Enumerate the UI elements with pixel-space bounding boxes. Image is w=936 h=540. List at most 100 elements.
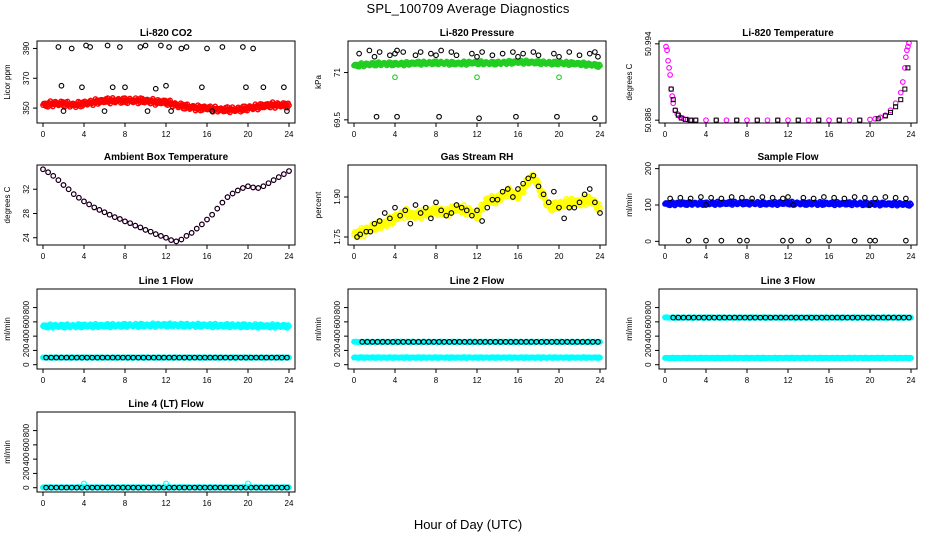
data-point [846, 117, 853, 123]
data-point [882, 194, 889, 200]
data-point [147, 228, 154, 235]
y-tick-label: 370 [22, 71, 31, 85]
y-tick-label: 800 [644, 300, 653, 314]
panel-title: Li-820 CO2 [140, 28, 193, 39]
data-point [275, 174, 282, 180]
data-point [122, 218, 128, 225]
data-band [665, 357, 911, 359]
data-point [68, 45, 75, 52]
data-point [670, 97, 676, 103]
x-tick-label: 20 [555, 376, 564, 385]
x-tick-label: 12 [162, 252, 171, 261]
data-point [183, 44, 190, 50]
data-point [428, 215, 434, 222]
x-tick-label: 8 [745, 252, 750, 261]
y-tick-label: 800 [22, 300, 31, 314]
y-tick-label: 400 [22, 452, 31, 466]
data-point [816, 117, 822, 123]
x-tick-label: 16 [203, 252, 212, 261]
plot-area [351, 171, 603, 240]
data-point [55, 44, 62, 50]
x-tick-label: 24 [285, 130, 294, 139]
x-tick-label: 24 [285, 499, 294, 508]
y-tick-label: 1.75 [333, 229, 342, 245]
panel-title: Ambient Box Temperature [104, 152, 229, 163]
data-point [759, 194, 766, 200]
data-point [214, 205, 221, 212]
y-axis-label: degrees C [3, 186, 12, 223]
data-point [664, 47, 670, 54]
panel-title: Line 2 Flow [450, 276, 505, 287]
data-point [665, 57, 671, 64]
data-point [65, 186, 72, 193]
data-point [284, 354, 290, 361]
data-point [81, 198, 87, 205]
data-point [510, 49, 516, 55]
data-point [862, 194, 868, 201]
data-point [60, 182, 67, 188]
data-point [906, 314, 912, 321]
x-tick-label: 8 [123, 130, 128, 139]
data-point [152, 231, 159, 237]
data-point [433, 199, 439, 206]
data-point [469, 212, 475, 219]
data-point [805, 117, 812, 123]
y-tick-label: 0 [22, 362, 31, 367]
data-point [788, 237, 794, 244]
y-tick-label: 200 [333, 343, 342, 357]
x-tick-label: 24 [596, 252, 605, 261]
y-axis-label: ml/min [625, 193, 634, 217]
data-point [260, 84, 267, 91]
data-point [104, 42, 111, 49]
data-point [494, 196, 501, 203]
data-point [703, 117, 709, 123]
data-point [800, 194, 807, 201]
data-point [576, 52, 583, 59]
data-point [193, 225, 200, 232]
data-point [229, 190, 236, 197]
x-tick-label: 24 [285, 252, 294, 261]
panel-8: Line 3 Flow ml/min 0 4 8 12 16 20 24 0 20040060080… [625, 276, 918, 385]
data-point [245, 480, 251, 487]
data-point [703, 237, 709, 244]
x-tick-label: 16 [203, 130, 212, 139]
data-point [476, 115, 482, 122]
y-axis-label: ml/min [625, 317, 634, 341]
data-point [872, 237, 878, 244]
data-band [354, 60, 600, 68]
data-point [554, 113, 560, 120]
y-tick-label: 350 [22, 101, 31, 115]
x-tick-label: 0 [41, 499, 46, 508]
data-point [718, 195, 725, 202]
y-axis-label: Licor ppm [3, 64, 12, 99]
y-axis-label: ml/min [3, 317, 12, 341]
data-point [831, 194, 837, 201]
x-tick-label: 20 [555, 252, 564, 261]
data-point [903, 54, 909, 61]
data-point [101, 209, 108, 216]
x-tick-label: 16 [514, 376, 523, 385]
data-point [898, 97, 904, 103]
plot-area [662, 314, 914, 362]
data-point [122, 84, 128, 91]
panel-4: Gas Stream RH percent 0 4 8 12 16 20 24 1.75 1.90 [314, 152, 607, 261]
data-point [556, 53, 562, 60]
data-point [142, 42, 149, 49]
data-point [394, 113, 400, 120]
data-point [127, 220, 133, 227]
data-point [540, 191, 547, 198]
data-point [356, 50, 362, 57]
data-point [688, 117, 694, 123]
data-point [204, 216, 210, 223]
panel-title: Line 4 (LT) Flow [128, 399, 204, 410]
data-point [556, 204, 562, 211]
data-point [888, 109, 893, 115]
data-point [255, 185, 262, 191]
x-tick-label: 12 [784, 130, 793, 139]
x-tick-label: 16 [514, 252, 523, 261]
data-point [790, 202, 796, 208]
panel-0: Li-820 CO2 Licor ppm 0 4 8 12 16 20 24 350 370 390 [3, 28, 296, 139]
x-tick-label: 12 [162, 499, 171, 508]
x-tick-label: 20 [244, 252, 253, 261]
y-tick-label: 800 [22, 423, 31, 437]
